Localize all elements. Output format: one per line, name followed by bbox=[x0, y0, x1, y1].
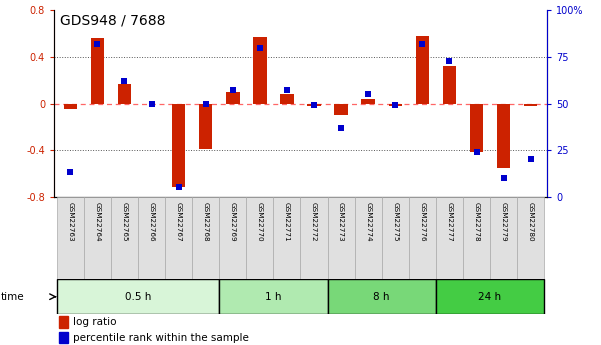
Point bbox=[201, 101, 210, 106]
Bar bbox=[91, 38, 104, 104]
Text: GSM22763: GSM22763 bbox=[67, 201, 73, 241]
Text: GSM22768: GSM22768 bbox=[203, 201, 209, 241]
Bar bbox=[280, 94, 294, 103]
Point bbox=[310, 102, 319, 108]
Text: GSM22771: GSM22771 bbox=[284, 201, 290, 241]
Bar bbox=[192, 197, 219, 279]
Text: log ratio: log ratio bbox=[73, 317, 117, 327]
Text: 0.5 h: 0.5 h bbox=[125, 292, 151, 302]
Text: GSM22770: GSM22770 bbox=[257, 201, 263, 241]
Text: GDS948 / 7688: GDS948 / 7688 bbox=[60, 14, 166, 28]
Bar bbox=[165, 197, 192, 279]
Text: GSM22776: GSM22776 bbox=[419, 201, 426, 241]
Point bbox=[228, 88, 237, 93]
Point bbox=[499, 175, 508, 181]
Bar bbox=[199, 104, 213, 149]
Bar bbox=[415, 36, 429, 104]
Bar bbox=[328, 279, 436, 314]
Point bbox=[255, 45, 264, 50]
Bar bbox=[219, 197, 246, 279]
Bar bbox=[355, 197, 382, 279]
Text: GSM22778: GSM22778 bbox=[474, 201, 480, 241]
Bar bbox=[382, 197, 409, 279]
Bar bbox=[443, 66, 456, 104]
Text: GSM22774: GSM22774 bbox=[365, 201, 371, 241]
Point bbox=[445, 58, 454, 63]
Text: GSM22780: GSM22780 bbox=[528, 201, 534, 241]
Bar bbox=[64, 104, 77, 109]
Bar bbox=[59, 316, 68, 328]
Bar bbox=[328, 197, 355, 279]
Bar bbox=[253, 37, 267, 104]
Point bbox=[391, 102, 400, 108]
Bar bbox=[388, 104, 402, 106]
Bar bbox=[246, 197, 273, 279]
Bar bbox=[57, 279, 219, 314]
Point bbox=[337, 125, 346, 130]
Text: GSM22769: GSM22769 bbox=[230, 201, 236, 241]
Text: 24 h: 24 h bbox=[478, 292, 502, 302]
Point bbox=[120, 78, 129, 84]
Bar bbox=[57, 197, 84, 279]
Bar bbox=[138, 197, 165, 279]
Bar bbox=[497, 104, 510, 168]
Bar bbox=[463, 197, 490, 279]
Text: 1 h: 1 h bbox=[265, 292, 282, 302]
Text: GSM22777: GSM22777 bbox=[447, 201, 453, 241]
Bar bbox=[490, 197, 517, 279]
Point bbox=[66, 170, 75, 175]
Point bbox=[147, 101, 156, 106]
Point bbox=[364, 91, 373, 97]
Text: GSM22765: GSM22765 bbox=[121, 201, 127, 241]
Bar bbox=[59, 332, 68, 344]
Bar bbox=[226, 92, 240, 104]
Text: GSM22775: GSM22775 bbox=[392, 201, 398, 241]
Point bbox=[282, 88, 291, 93]
Text: GSM22772: GSM22772 bbox=[311, 201, 317, 241]
Bar bbox=[84, 197, 111, 279]
Text: GSM22767: GSM22767 bbox=[175, 201, 182, 241]
Bar bbox=[361, 99, 375, 103]
Bar bbox=[517, 197, 544, 279]
Bar bbox=[470, 104, 483, 152]
Text: GSM22773: GSM22773 bbox=[338, 201, 344, 241]
Point bbox=[526, 157, 535, 162]
Text: 8 h: 8 h bbox=[373, 292, 390, 302]
Bar bbox=[111, 197, 138, 279]
Bar bbox=[436, 197, 463, 279]
Text: percentile rank within the sample: percentile rank within the sample bbox=[73, 333, 249, 343]
Point bbox=[472, 149, 481, 155]
Point bbox=[174, 185, 183, 190]
Text: GSM22766: GSM22766 bbox=[148, 201, 154, 241]
Point bbox=[418, 41, 427, 47]
Text: time: time bbox=[1, 292, 24, 302]
Bar bbox=[172, 104, 186, 187]
Bar bbox=[219, 279, 328, 314]
Point bbox=[93, 41, 102, 47]
Bar bbox=[436, 279, 544, 314]
Bar bbox=[273, 197, 300, 279]
Bar bbox=[334, 104, 348, 115]
Bar bbox=[300, 197, 328, 279]
Bar bbox=[409, 197, 436, 279]
Bar bbox=[307, 104, 321, 106]
Bar bbox=[118, 84, 131, 104]
Text: GSM22779: GSM22779 bbox=[501, 201, 507, 241]
Text: GSM22764: GSM22764 bbox=[94, 201, 100, 241]
Bar bbox=[524, 104, 537, 106]
